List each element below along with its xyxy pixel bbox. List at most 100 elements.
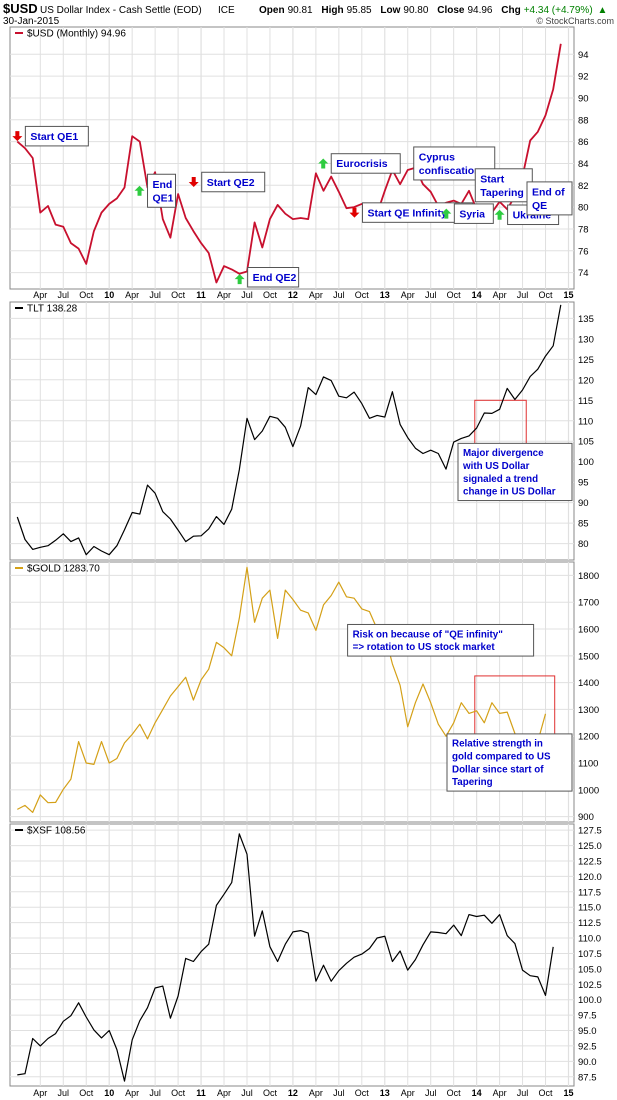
y-tick-label: 78 xyxy=(578,224,589,235)
annotation-text: Start QE2 xyxy=(207,177,255,189)
x-tick-label: Jul xyxy=(425,290,437,300)
annotation-text: => rotation to US stock market xyxy=(353,642,496,653)
down-arrow-icon xyxy=(188,177,199,188)
panel-gold: 900 1000 1100 1200 1300 1400 1500 1600 1700 1800 $… xyxy=(9,561,599,823)
x-tick-label: Oct xyxy=(355,1088,370,1098)
x-tick-label: Apr xyxy=(401,290,415,300)
up-arrow-icon xyxy=(441,208,452,219)
series-line-gold xyxy=(17,566,547,814)
chart-panels: 74 76 78 80 82 84 86 88 90 92 94 $USD (Monthly) 94.… xyxy=(9,26,602,1098)
y-tick-label: 90 xyxy=(578,93,589,104)
y-tick-label: 95.0 xyxy=(578,1026,597,1037)
down-arrow-icon xyxy=(349,207,360,218)
legend-label: $USD (Monthly) 94.96 xyxy=(27,29,126,40)
annotation: Eurocrisis xyxy=(318,153,401,174)
y-tick-label: 97.5 xyxy=(578,1011,597,1022)
x-tick-label: Apr xyxy=(217,1088,231,1098)
x-tick-label: Oct xyxy=(79,290,94,300)
x-tick-label: 13 xyxy=(380,290,390,300)
annotation-text: Tapering xyxy=(480,187,524,199)
series-line-tlt xyxy=(16,304,562,556)
header-date: 30-Jan-2015 xyxy=(3,16,60,27)
y-tick-label: 100 xyxy=(578,457,594,468)
close-value: 94.96 xyxy=(467,5,492,16)
low-label: Low xyxy=(380,5,400,16)
x-tick-label: Apr xyxy=(493,290,507,300)
x-tick-label: Oct xyxy=(171,290,186,300)
y-tick-label: 80 xyxy=(578,539,589,550)
y-tick-label: 74 xyxy=(578,268,589,279)
y-tick-label: 87.5 xyxy=(578,1072,597,1083)
open-label: Open xyxy=(259,5,285,16)
panel-frame xyxy=(9,823,575,1087)
y-tick-label: 1400 xyxy=(578,678,599,689)
x-tick-label: Apr xyxy=(125,1088,139,1098)
x-tick-label: Jul xyxy=(58,290,70,300)
x-tick-label: Oct xyxy=(539,1088,554,1098)
annotation-text: change in US Dollar xyxy=(463,487,556,498)
y-tick-label: 125 xyxy=(578,355,594,366)
annotation-text: Start QE Infinity xyxy=(367,207,447,219)
y-tick-label: 107.5 xyxy=(578,949,602,960)
x-tick-label: Apr xyxy=(493,1088,507,1098)
y-tick-label: 900 xyxy=(578,812,594,823)
annotation-box xyxy=(526,181,573,216)
x-tick-label: Jul xyxy=(58,1088,70,1098)
y-tick-label: 86 xyxy=(578,137,589,148)
x-tick-label: Apr xyxy=(401,1088,415,1098)
annotation-text: Tapering xyxy=(452,777,493,788)
x-tick-label: 13 xyxy=(380,1088,390,1098)
x-tick-label: Apr xyxy=(125,290,139,300)
panel-xsf: 87.5 90.0 92.5 95.0 97.5 100.0 102.5 105.0 107.5… xyxy=(9,823,602,1087)
y-tick-label: 94 xyxy=(578,50,589,61)
annotation-box xyxy=(147,173,177,208)
y-tick-label: 1700 xyxy=(578,598,599,609)
panel-frame xyxy=(9,301,575,561)
y-tick-label: 92 xyxy=(578,72,589,83)
y-tick-label: 115 xyxy=(578,396,593,407)
x-tick-label: Apr xyxy=(33,1088,47,1098)
header-name: US Dollar Index - Cash Settle (EOD) xyxy=(40,5,202,16)
x-tick-label: 14 xyxy=(472,1088,482,1098)
x-tick-label: 15 xyxy=(563,1088,573,1098)
y-tick-label: 1000 xyxy=(578,785,599,796)
high-value: 95.85 xyxy=(347,5,372,16)
annotation-text: with US Dollar xyxy=(462,461,530,472)
annotation-text: Cyprus xyxy=(419,151,455,163)
x-tick-label: Apr xyxy=(309,290,323,300)
x-tick-label: 11 xyxy=(196,290,206,300)
y-tick-label: 120 xyxy=(578,375,594,386)
y-tick-label: 135 xyxy=(578,314,594,325)
x-tick-label: Oct xyxy=(263,290,278,300)
y-tick-label: 105.0 xyxy=(578,964,602,975)
header-ohlc: Open 90.81 High 95.85 Low 90.80 Close 94.96 … xyxy=(259,5,607,16)
x-tick-label: Jul xyxy=(425,1088,437,1098)
y-tick-label: 1800 xyxy=(578,571,599,582)
annotation-text: Eurocrisis xyxy=(336,158,388,170)
annotation-text: QE xyxy=(532,200,547,212)
y-tick-label: 85 xyxy=(578,519,589,530)
down-arrow-icon xyxy=(12,131,23,142)
annotation: Syria xyxy=(441,203,494,224)
high-label: High xyxy=(321,5,343,16)
close-label: Close xyxy=(437,5,465,16)
y-tick-label: 122.5 xyxy=(578,856,602,867)
chart-header: $USD US Dollar Index - Cash Settle (EOD)… xyxy=(3,1,614,27)
open-value: 90.81 xyxy=(288,5,313,16)
y-tick-label: 84 xyxy=(578,159,589,170)
legend: TLT 138.28 xyxy=(15,304,78,315)
annotation-text: Syria xyxy=(459,208,485,220)
x-tick-label: Jul xyxy=(333,1088,345,1098)
y-tick-label: 1200 xyxy=(578,732,599,743)
x-tick-label: 12 xyxy=(288,290,298,300)
y-tick-label: 102.5 xyxy=(578,980,602,991)
annotation-box xyxy=(453,203,494,224)
y-tick-label: 92.5 xyxy=(578,1041,597,1052)
annotation: Risk on because of "QE infinity" => rotat… xyxy=(347,623,535,657)
y-tick-label: 95 xyxy=(578,478,589,489)
x-tick-label: Oct xyxy=(539,290,554,300)
x-tick-label: Oct xyxy=(263,1088,278,1098)
